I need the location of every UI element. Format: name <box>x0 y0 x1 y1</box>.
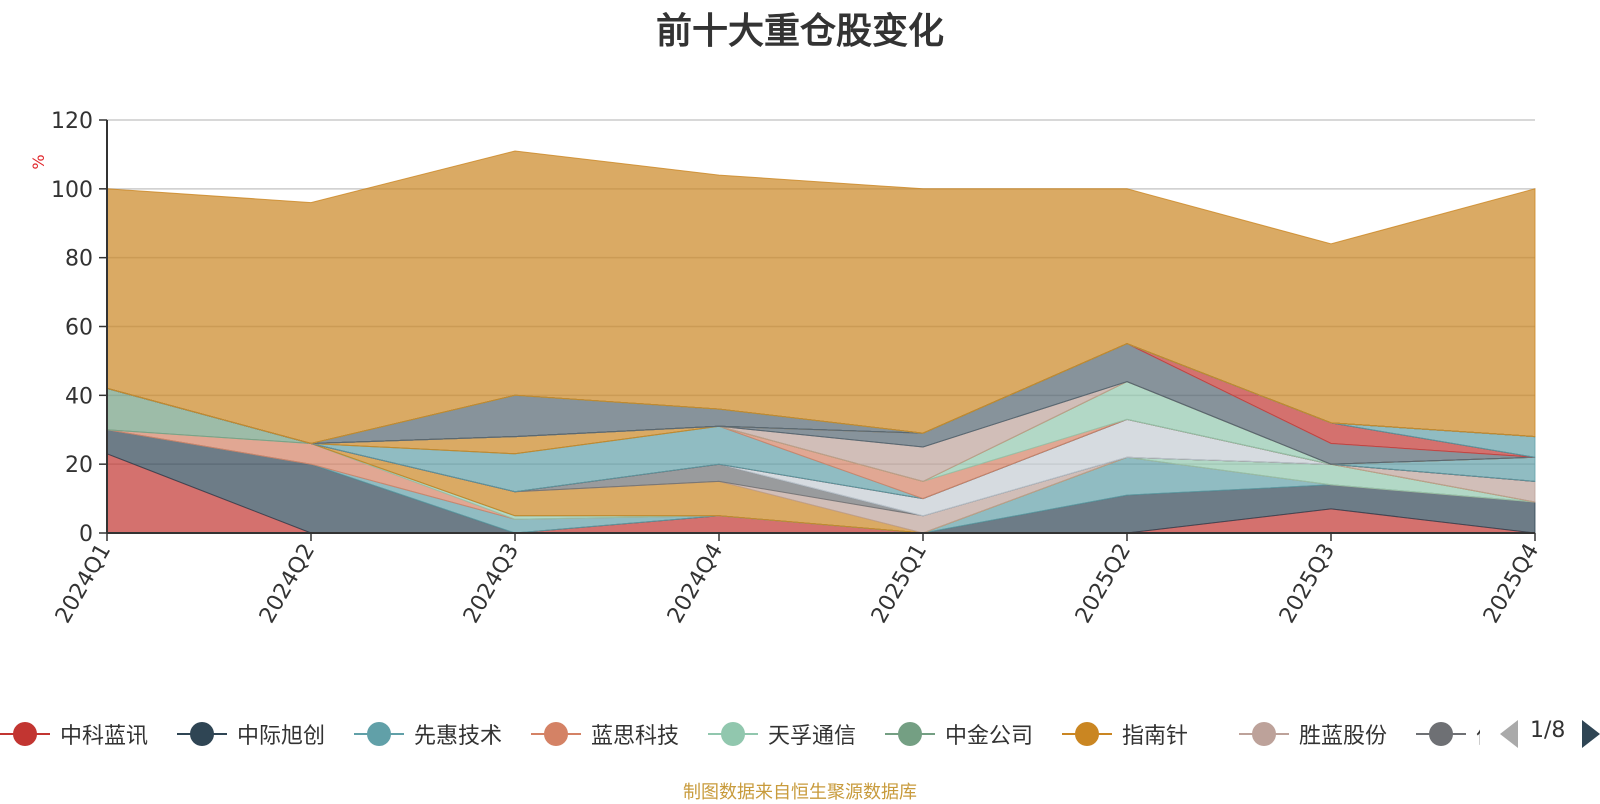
legend-marker-icon <box>177 722 227 746</box>
stacked-areas <box>106 150 1536 534</box>
legend-pager: 1/8 <box>1500 714 1600 754</box>
source-note: 制图数据来自恒生聚源数据库 <box>683 782 917 803</box>
legend-item[interactable]: 中际旭创 <box>177 712 325 756</box>
y-tick-label: 0 <box>79 522 93 547</box>
x-tick-label: 2024Q2 <box>255 540 320 628</box>
legend-marker-icon <box>354 722 404 746</box>
legend-label: 蓝思科技 <box>591 724 680 749</box>
x-tick-label: 2024Q4 <box>663 540 728 628</box>
y-tick-label: 80 <box>65 247 93 272</box>
legend-label: 指南针 <box>1122 724 1189 749</box>
y-tick-label: 100 <box>51 178 93 203</box>
legend-marker-icon <box>1416 722 1466 746</box>
x-tick-label: 2025Q4 <box>1479 540 1544 628</box>
legend-label: 中际旭创 <box>237 724 326 749</box>
legend-item[interactable]: 胜蓝股份 <box>1239 712 1387 756</box>
legend-marker-icon <box>0 722 50 746</box>
legend-label: 中科蓝讯 <box>60 724 149 749</box>
legend-item[interactable]: 指南针 <box>1062 712 1188 756</box>
chart-title: 前十大重仓股变化 <box>655 11 944 52</box>
y-axis-label: % <box>29 154 48 169</box>
legend-marker-icon <box>1239 722 1289 746</box>
area-series-系列40 <box>106 150 1536 445</box>
legend-marker-icon <box>531 722 581 746</box>
legend-item[interactable]: 天孚通信 <box>708 712 856 756</box>
legend-item[interactable]: 中科蓝讯 <box>0 712 148 756</box>
y-tick-label: 20 <box>65 453 93 478</box>
legend-label: 伯特利 <box>1476 718 1480 750</box>
legend-label: 天孚通信 <box>768 724 857 749</box>
stacked-area-chart: 0 20 40 60 80 100 120 2024Q1 2024Q2 2024Q3 2024Q4 2… <box>29 109 1544 628</box>
legend-marker-icon <box>885 722 935 746</box>
y-tick-label: 60 <box>65 316 93 341</box>
legend-item[interactable]: 中金公司 <box>885 712 1033 756</box>
legend-item[interactable]: 蓝思科技 <box>531 712 679 756</box>
legend-item[interactable]: 伯特利 <box>1416 712 1480 756</box>
legend: 中科蓝讯 中际旭创 先惠技术 蓝思科技 天孚通信 中金公司 指南针 胜蓝股份 伯特利 <box>0 712 1480 756</box>
x-tick-label: 2025Q3 <box>1275 540 1340 628</box>
legend-marker-icon <box>708 722 758 746</box>
legend-page-indicator: 1/8 <box>1530 718 1566 743</box>
x-tick-label: 2024Q3 <box>459 540 524 628</box>
x-tick-label: 2025Q2 <box>1071 540 1136 628</box>
legend-label: 先惠技术 <box>414 724 503 749</box>
legend-marker-icon <box>1062 722 1112 746</box>
legend-label: 中金公司 <box>945 724 1034 749</box>
legend-item[interactable]: 先惠技术 <box>354 712 502 756</box>
legend-label: 胜蓝股份 <box>1299 724 1388 749</box>
x-tick-label: 2024Q1 <box>51 540 116 628</box>
legend-next-page-icon[interactable] <box>1582 720 1600 748</box>
x-tick-label: 2025Q1 <box>867 540 932 628</box>
y-tick-label: 40 <box>65 384 93 409</box>
legend-prev-page-icon[interactable] <box>1500 720 1518 748</box>
y-tick-label: 120 <box>51 109 93 134</box>
